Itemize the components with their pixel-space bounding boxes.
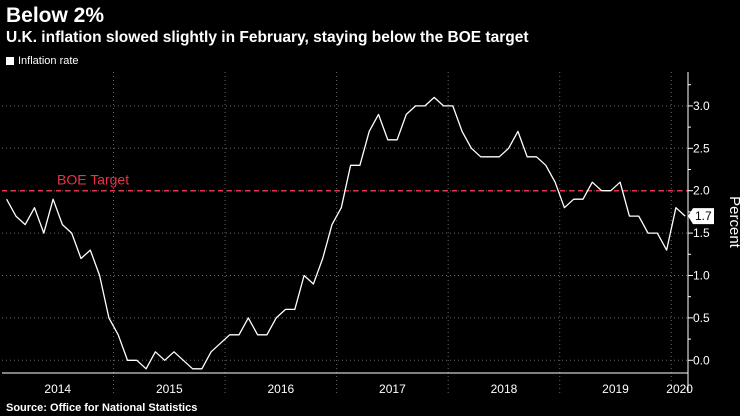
axis-layer: 3.0 2.5 2.0 1.5 1.0 0.5 0.0 2014 2015 2016 2017 201… (2, 72, 714, 396)
last-value-label: 1.7 (695, 209, 712, 223)
boe-target-label: BOE Target (57, 172, 129, 188)
chart-title: Below 2% (6, 4, 105, 27)
x-tick-label: 2020 (666, 382, 693, 396)
y-tick-label: 2.0 (693, 184, 710, 198)
series-layer (6, 96, 686, 370)
y-tick-label: 1.0 (693, 268, 710, 282)
source-note: Source: Office for National Statistics (6, 402, 198, 414)
grid-layer (2, 72, 688, 393)
y-axis-label: Percent (726, 196, 740, 249)
legend-swatch (6, 57, 14, 65)
y-tick-label: 0.0 (693, 353, 710, 367)
y-tick-label: 3.0 (693, 99, 710, 113)
last-value-box (688, 208, 714, 225)
legend: Inflation rate (6, 55, 79, 67)
x-tick-label: 2017 (379, 382, 406, 396)
x-tick-label: 2015 (156, 382, 183, 396)
legend-label: Inflation rate (18, 55, 79, 67)
x-tick-label: 2014 (44, 382, 71, 396)
y-tick-label: 0.5 (693, 311, 710, 325)
chart-subtitle: U.K. inflation slowed slightly in Februa… (6, 29, 529, 46)
y-tick-label: 2.5 (693, 141, 710, 155)
y-tick-label: 1.5 (693, 226, 710, 240)
inflation-rate-line (6, 96, 686, 370)
x-tick-label: 2018 (491, 382, 518, 396)
x-tick-label: 2016 (268, 382, 295, 396)
x-tick-label: 2019 (602, 382, 629, 396)
